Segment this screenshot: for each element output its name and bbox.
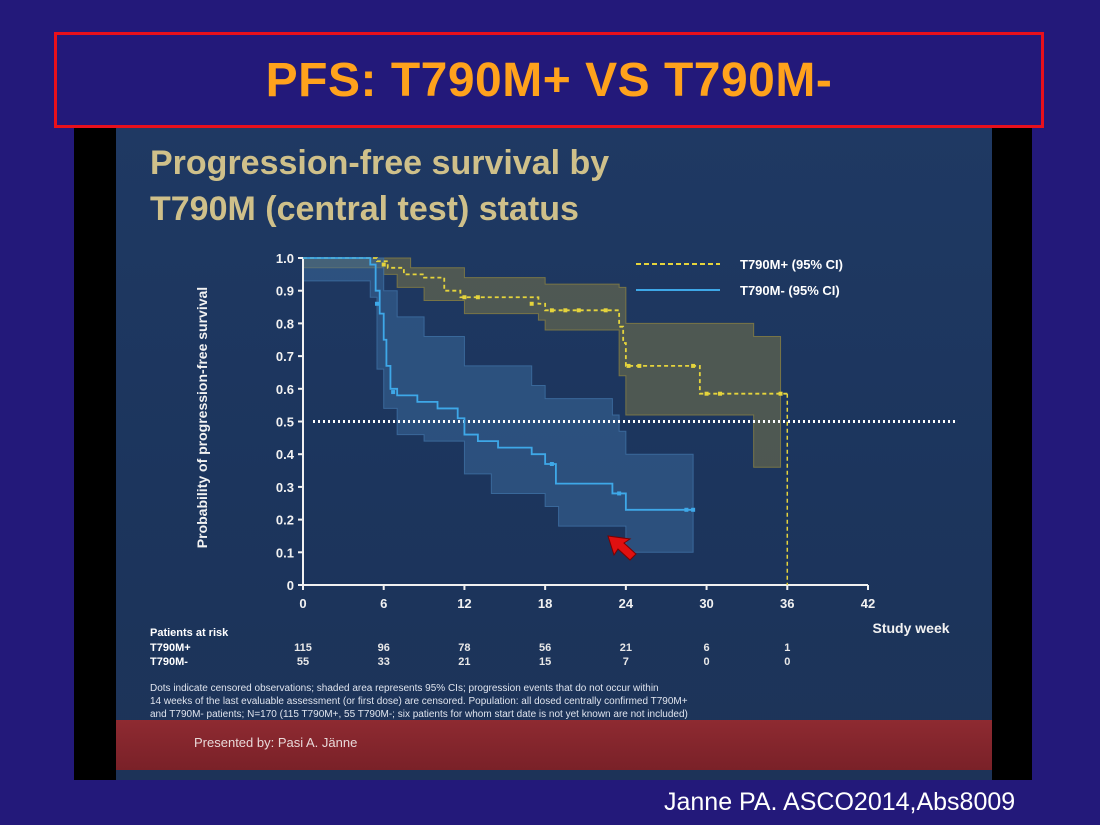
- y-tick-label: 0.3: [276, 480, 294, 495]
- risk-count: 0: [704, 656, 710, 668]
- risk-count: 78: [458, 642, 470, 654]
- slide-title-box: PFS: T790M+ VS T790M-: [54, 32, 1044, 128]
- survival-curves: [303, 257, 789, 585]
- y-axis-label: Probability of progression-free survival: [194, 287, 210, 548]
- risk-count: 21: [458, 656, 470, 668]
- censor-mark-t790m-pos: [475, 295, 480, 300]
- y-tick-label: 0.6: [276, 382, 294, 397]
- censor-mark-t790m-pos: [462, 295, 467, 300]
- risk-row-label: T790M+: [150, 642, 191, 654]
- censor-mark-t790m-pos: [704, 391, 709, 396]
- curve-t790m-pos: [303, 257, 788, 395]
- embedded-slide: Progression-free survival by T790M (cent…: [116, 128, 992, 780]
- censor-mark-t790m-neg: [391, 390, 396, 395]
- censor-mark-t790m-pos: [691, 363, 696, 368]
- chart-heading-line-1: Progression-free survival by: [150, 144, 610, 182]
- risk-count: 96: [378, 642, 390, 654]
- y-tick-label: 0.9: [276, 284, 294, 299]
- embedded-slide-frame: Progression-free survival by T790M (cent…: [74, 128, 1032, 780]
- censor-mark-t790m-pos: [778, 391, 783, 396]
- presenter-label: Presented by: Pasi A. Jänne: [194, 735, 358, 750]
- presenter-footer-bar: Presented by: Pasi A. Jänne: [116, 720, 992, 770]
- x-tick-label: 18: [538, 596, 552, 611]
- censor-mark-t790m-pos: [718, 391, 723, 396]
- y-tick-label: 1.0: [276, 251, 294, 266]
- x-tick-label: 24: [619, 596, 634, 611]
- chart-heading-line-2: T790M (central test) status: [150, 190, 579, 228]
- risk-count: 7: [623, 656, 629, 668]
- censor-mark-t790m-neg: [617, 491, 622, 496]
- x-tick-label: 12: [457, 596, 471, 611]
- ci-band-t790m-neg: [302, 257, 694, 553]
- risk-count: 21: [620, 642, 632, 654]
- censor-mark-t790m-pos: [529, 301, 534, 306]
- censor-mark-t790m-neg: [374, 301, 379, 306]
- citation: Janne PA. ASCO2014,Abs8009: [664, 788, 1016, 816]
- risk-count: 55: [297, 656, 309, 668]
- censor-mark-t790m-pos: [576, 308, 581, 313]
- censor-mark-t790m-pos: [603, 308, 608, 313]
- censor-mark-t790m-pos: [637, 363, 642, 368]
- y-tick-label: 0: [287, 578, 294, 593]
- y-tick-label: 0.5: [276, 415, 294, 430]
- risk-row-label: T790M-: [150, 656, 188, 668]
- curve-t790m-neg: [303, 257, 694, 511]
- ci-bands: [302, 257, 782, 553]
- legend-label-t790m-neg: T790M- (95% CI): [740, 283, 840, 298]
- chart-axes: 0 0.1 0.2 0.3 0.4 0.5 0.6 0.7 0.8 0.9 1.0 0 6 12 18 24 3…: [194, 251, 958, 636]
- x-tick-label: 0: [299, 596, 306, 611]
- y-tick-label: 0.4: [276, 447, 295, 462]
- x-axis-label: Study week: [872, 620, 949, 636]
- risk-count: 33: [378, 656, 390, 668]
- risk-count: 0: [784, 656, 790, 668]
- censor-mark-t790m-neg: [684, 507, 689, 512]
- footnote-line: and T790M- patients; N=170 (115 T790M+, …: [150, 709, 688, 720]
- footnote-line: 14 weeks of the last evaluable assessmen…: [150, 696, 688, 707]
- risk-count: 115: [294, 642, 312, 654]
- censor-mark-t790m-neg: [549, 462, 554, 467]
- ci-band-t790m-pos: [302, 257, 782, 468]
- slide-title: PFS: T790M+ VS T790M-: [265, 54, 833, 107]
- censor-mark-t790m-pos: [549, 308, 554, 313]
- y-tick-label: 0.1: [276, 545, 294, 560]
- red-arrow-icon: [607, 535, 637, 561]
- y-tick-label: 0.2: [276, 513, 294, 528]
- legend-label-t790m-pos: T790M+ (95% CI): [740, 257, 843, 272]
- censor-mark-t790m-pos: [626, 363, 631, 368]
- risk-count: 15: [539, 656, 551, 668]
- censor-mark-t790m-pos: [381, 262, 386, 267]
- chart-footnote: Dots indicate censored observations; sha…: [150, 683, 688, 720]
- patients-at-risk-table: Patients at risk T790M+ 115 96 78 56 21 6 1 T790M…: [150, 627, 790, 668]
- x-tick-label: 42: [861, 596, 875, 611]
- risk-count: 1: [784, 642, 790, 654]
- chart-legend: T790M+ (95% CI) T790M- (95% CI): [636, 257, 843, 298]
- y-tick-label: 0.8: [276, 316, 294, 331]
- y-tick-label: 0.7: [276, 349, 294, 364]
- footnote-line: Dots indicate censored observations; sha…: [150, 683, 659, 694]
- censor-mark-t790m-neg: [691, 507, 696, 512]
- x-tick-label: 30: [699, 596, 713, 611]
- km-chart: 0 0.1 0.2 0.3 0.4 0.5 0.6 0.7 0.8 0.9 1.0 0 6 12 18 24 3…: [150, 251, 958, 720]
- x-tick-label: 6: [380, 596, 387, 611]
- censor-mark-t790m-pos: [563, 308, 568, 313]
- risk-count: 6: [704, 642, 710, 654]
- risk-table-title: Patients at risk: [150, 627, 229, 639]
- risk-count: 56: [539, 642, 551, 654]
- x-tick-label: 36: [780, 596, 794, 611]
